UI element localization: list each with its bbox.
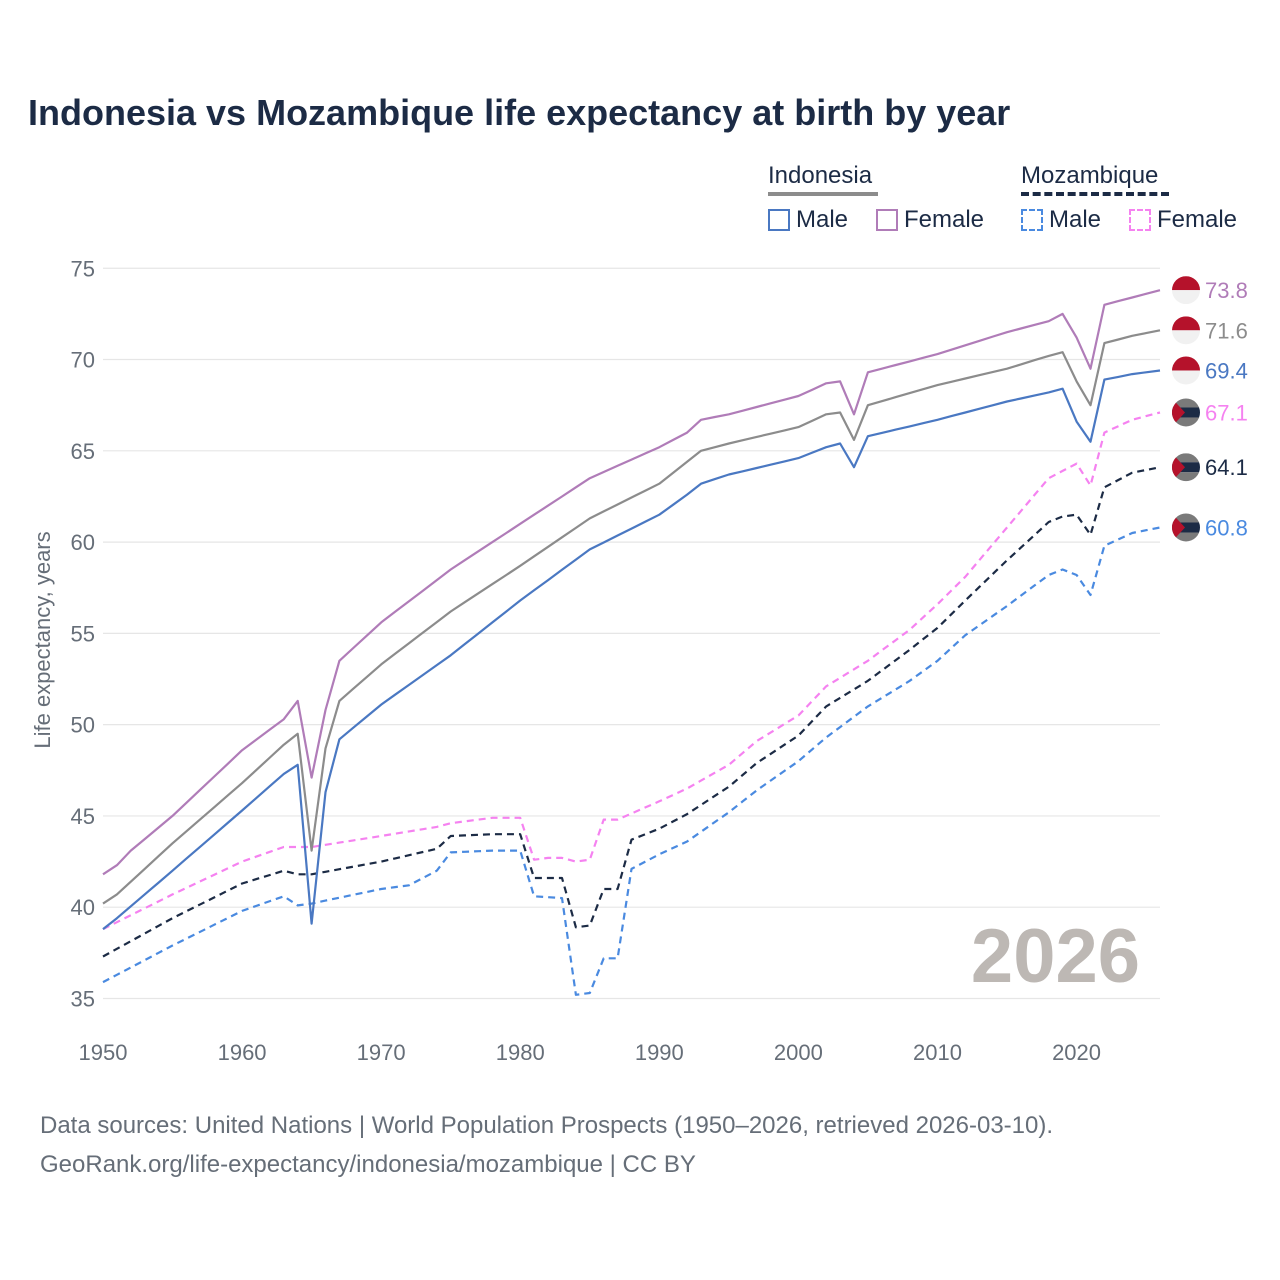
end-label-indonesia-total: 71.6 [1205,318,1248,343]
end-marker-mozambique-total [1172,453,1200,482]
legend-indonesia-title-line [768,192,878,196]
mozambique-flag-bottom-band [1172,417,1200,427]
series-line-mozambique-male [102,526,1161,996]
mozambique-flag-top-band [1172,453,1200,463]
mozambique-flag-top-band [1172,513,1200,523]
legend-indonesia-male[interactable]: Male [768,206,848,234]
legend-mozambique-title-line [1021,192,1169,196]
end-marker-indonesia-female [1172,276,1200,305]
x-tick-1950: 1950 [79,1040,128,1065]
y-tick-70: 70 [71,348,95,373]
mozambique-flag-middle-band [1172,522,1200,533]
x-tick-1990: 1990 [635,1040,684,1065]
mozambique-flag-bottom-band [1172,532,1200,542]
x-tick-2020: 2020 [1052,1040,1101,1065]
x-tick-1980: 1980 [496,1040,545,1065]
y-tick-60: 60 [71,530,95,555]
mozambique-flag-triangle [1172,453,1185,482]
end-marker-mozambique-male [1172,513,1200,542]
x-tick-labels: 1950 1960 1970 1980 1990 2000 2010 2020 [79,1040,1102,1065]
mozambique-flag-middle-band [1172,407,1200,418]
legend-indonesia-male-swatch [768,209,790,231]
series-line-mozambique-female [102,411,1161,931]
legend-mozambique-title: Mozambique [1021,162,1169,196]
series-line-indonesia-total [102,329,1161,905]
end-label-indonesia-male: 69.4 [1205,358,1248,383]
end-label-indonesia-female: 73.8 [1205,278,1248,303]
series-line-indonesia-male [102,369,1161,930]
mozambique-flag-triangle [1172,513,1185,542]
legend-indonesia-title: Indonesia [768,162,878,196]
year-watermark: 2026 [971,914,1140,999]
sources-line-2[interactable]: GeoRank.org/life-expectancy/indonesia/mo… [40,1151,696,1178]
line-chart: 35 40 45 50 55 60 65 70 75 1950 1960 1970 1980 1990 2… [30,256,1248,1065]
legend-mozambique-male-swatch [1021,209,1043,231]
y-tick-labels: 35 40 45 50 55 60 65 70 75 [71,256,95,1011]
legend-indonesia-female-label: Female [904,206,985,233]
grid-lines [103,267,1160,1000]
legend-mozambique-title-text: Mozambique [1021,162,1159,189]
x-tick-1960: 1960 [218,1040,267,1065]
indonesia-flag-red-band [1172,276,1200,291]
y-axis-label: Life expectancy, years [30,531,55,748]
mozambique-flag-top-band [1172,398,1200,408]
x-tick-1970: 1970 [357,1040,406,1065]
series-line-indonesia-female [102,289,1161,876]
legend-mozambique-female[interactable]: Female [1129,206,1237,234]
legend-indonesia-female-swatch [876,209,898,231]
x-tick-2000: 2000 [774,1040,823,1065]
legend-mozambique: Mozambique Male Female [1021,162,1271,237]
series-line-mozambique-total [102,466,1161,958]
indonesia-flag-white-band [1172,330,1200,345]
mozambique-flag-bottom-band [1172,472,1200,482]
y-tick-55: 55 [71,621,95,646]
end-label-mozambique-male: 60.8 [1205,515,1248,540]
legend-mozambique-female-label: Female [1157,206,1238,233]
mozambique-flag-middle-band [1172,462,1200,473]
series-lines [102,289,1161,996]
chart-title: Indonesia vs Mozambique life expectancy … [28,92,1011,133]
indonesia-flag-red-band [1172,316,1200,331]
indonesia-flag-red-band [1172,356,1200,371]
y-tick-50: 50 [71,713,95,738]
end-label-mozambique-total: 64.1 [1205,455,1248,480]
legend-indonesia: Indonesia Male Female [768,162,1008,237]
legend-mozambique-female-swatch [1129,209,1151,231]
y-tick-75: 75 [71,256,95,281]
y-tick-65: 65 [71,439,95,464]
mozambique-flag-triangle [1172,398,1185,427]
indonesia-flag-white-band [1172,370,1200,385]
legend-indonesia-title-text: Indonesia [768,162,873,189]
end-marker-mozambique-female [1172,398,1200,427]
sources-footer: Data sources: United Nations | World Pop… [40,1106,1053,1184]
legend-indonesia-male-label: Male [796,206,849,233]
indonesia-flag-white-band [1172,290,1200,305]
legend-indonesia-female[interactable]: Female [876,206,984,234]
x-tick-2010: 2010 [913,1040,962,1065]
end-marker-indonesia-total [1172,316,1200,345]
y-tick-35: 35 [71,986,95,1011]
sources-line-1: Data sources: United Nations | World Pop… [40,1112,1054,1139]
end-markers: 73.8 71.6 69.4 67.1 64.1 60.8 [1172,276,1248,542]
y-tick-40: 40 [71,895,95,920]
y-tick-45: 45 [71,804,95,829]
legend-mozambique-male[interactable]: Male [1021,206,1101,234]
end-label-mozambique-female: 67.1 [1205,400,1248,425]
end-marker-indonesia-male [1172,356,1200,385]
legend-mozambique-male-label: Male [1049,206,1102,233]
